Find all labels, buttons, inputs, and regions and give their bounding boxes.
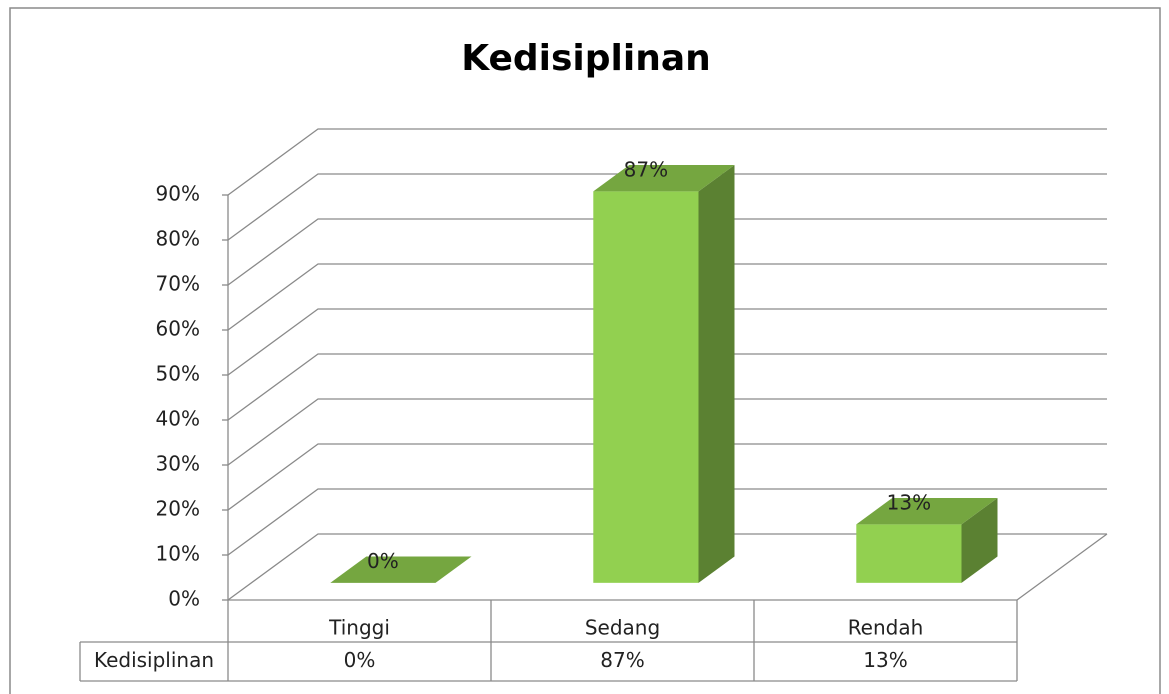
bar-front xyxy=(593,191,699,583)
y-tick-label: 10% xyxy=(156,542,200,566)
grid-line xyxy=(227,353,1107,421)
data-label: 13% xyxy=(887,490,931,514)
chart-border xyxy=(9,7,1161,694)
y-tick-label: 40% xyxy=(156,407,200,431)
data-label: 0% xyxy=(367,549,399,573)
grid-line xyxy=(227,218,1107,286)
table-cell: 87% xyxy=(600,648,644,672)
grid-line xyxy=(227,263,1107,331)
grid-line xyxy=(227,173,1107,241)
bar-side xyxy=(698,164,735,583)
bar-top xyxy=(593,164,735,192)
grid-line xyxy=(227,308,1107,376)
table-series-name: Kedisiplinan xyxy=(94,648,214,672)
chart-title: Kedisiplinan xyxy=(461,38,711,79)
bar-front xyxy=(856,524,962,583)
y-tick-label: 90% xyxy=(156,182,200,206)
grid-line xyxy=(227,533,1107,601)
y-tick-label: 50% xyxy=(156,362,200,386)
y-tick-label: 20% xyxy=(156,497,200,521)
table-cell: 13% xyxy=(863,648,907,672)
x-tick-label: Tinggi xyxy=(328,616,390,640)
y-tick-label: 80% xyxy=(156,227,200,251)
x-tick-label: Sedang xyxy=(585,616,660,640)
grid-line xyxy=(227,488,1107,556)
y-tick-label: 70% xyxy=(156,272,200,296)
table-cell: 0% xyxy=(344,648,376,672)
data-label: 87% xyxy=(624,157,668,181)
grid-line xyxy=(227,443,1107,511)
grid-line xyxy=(227,398,1107,466)
bar-top xyxy=(856,497,998,525)
x-tick-label: Rendah xyxy=(848,616,924,640)
bar-top xyxy=(330,556,472,583)
grid-line xyxy=(227,128,1107,196)
y-tick-label: 0% xyxy=(168,587,200,611)
y-tick-label: 60% xyxy=(156,317,200,341)
bar-side xyxy=(961,497,998,583)
y-tick-label: 30% xyxy=(156,452,200,476)
